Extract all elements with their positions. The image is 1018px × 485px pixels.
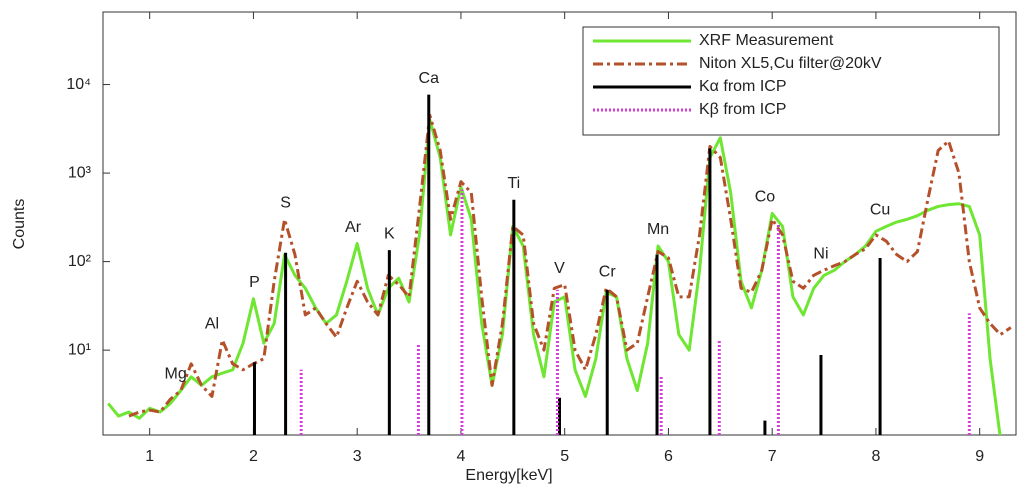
y-tick-label: 10¹ (68, 341, 91, 358)
element-label: Co (755, 189, 776, 206)
x-tick-label: 5 (560, 448, 569, 465)
data-line (128, 113, 1012, 418)
data-line (107, 118, 1002, 435)
legend-label: Kα from ICP (699, 78, 786, 95)
y-tick-label: 10³ (68, 164, 92, 181)
legend-label: XRF Measurement (699, 32, 834, 49)
x-tick-label: 1 (145, 448, 154, 465)
element-label: V (554, 260, 565, 277)
x-tick-label: 8 (871, 448, 880, 465)
element-label: S (280, 195, 291, 212)
element-label: Ti (507, 175, 520, 192)
element-label: P (249, 274, 260, 291)
x-tick-label: 3 (353, 448, 362, 465)
x-tick-label: 2 (249, 448, 258, 465)
element-label: Cr (599, 263, 617, 280)
y-tick-label: 10² (68, 253, 92, 270)
legend-label: Kβ from ICP (699, 101, 786, 118)
element-label: Cu (870, 202, 890, 219)
element-label: Mn (647, 221, 669, 238)
legend-label: Niton XL5,Cu filter@20kV (699, 55, 882, 72)
element-label: K (384, 225, 395, 242)
element-label: Mg (165, 366, 187, 383)
element-label: Ca (419, 70, 440, 87)
x-tick-label: 9 (975, 448, 984, 465)
element-label: Ni (813, 245, 828, 262)
x-tick-label: 6 (664, 448, 673, 465)
x-axis-label: Energy[keV] (465, 467, 552, 484)
element-label: Al (205, 315, 219, 332)
y-axis-label: Counts (11, 199, 28, 250)
x-tick-label: 4 (456, 448, 465, 465)
legend-box (582, 26, 1000, 136)
plot-area (107, 94, 1012, 435)
y-tick-label: 10⁴ (66, 76, 91, 93)
element-label: Ar (345, 219, 362, 236)
x-tick-label: 7 (768, 448, 777, 465)
